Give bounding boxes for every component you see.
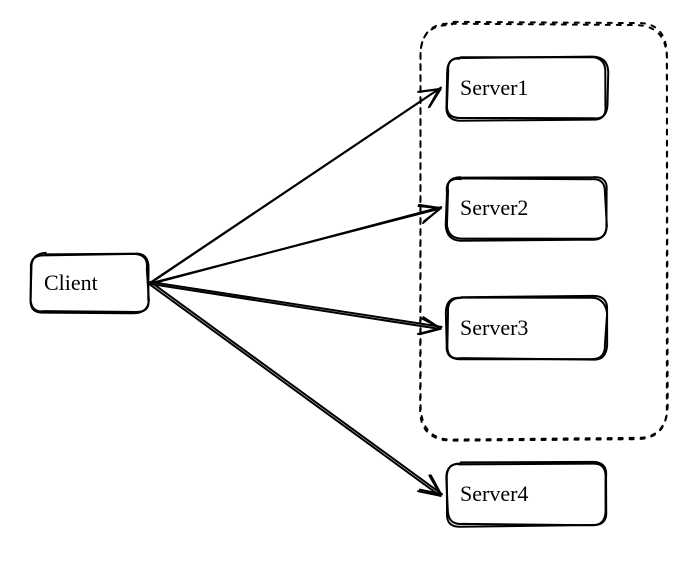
client-server-diagram bbox=[0, 0, 700, 568]
